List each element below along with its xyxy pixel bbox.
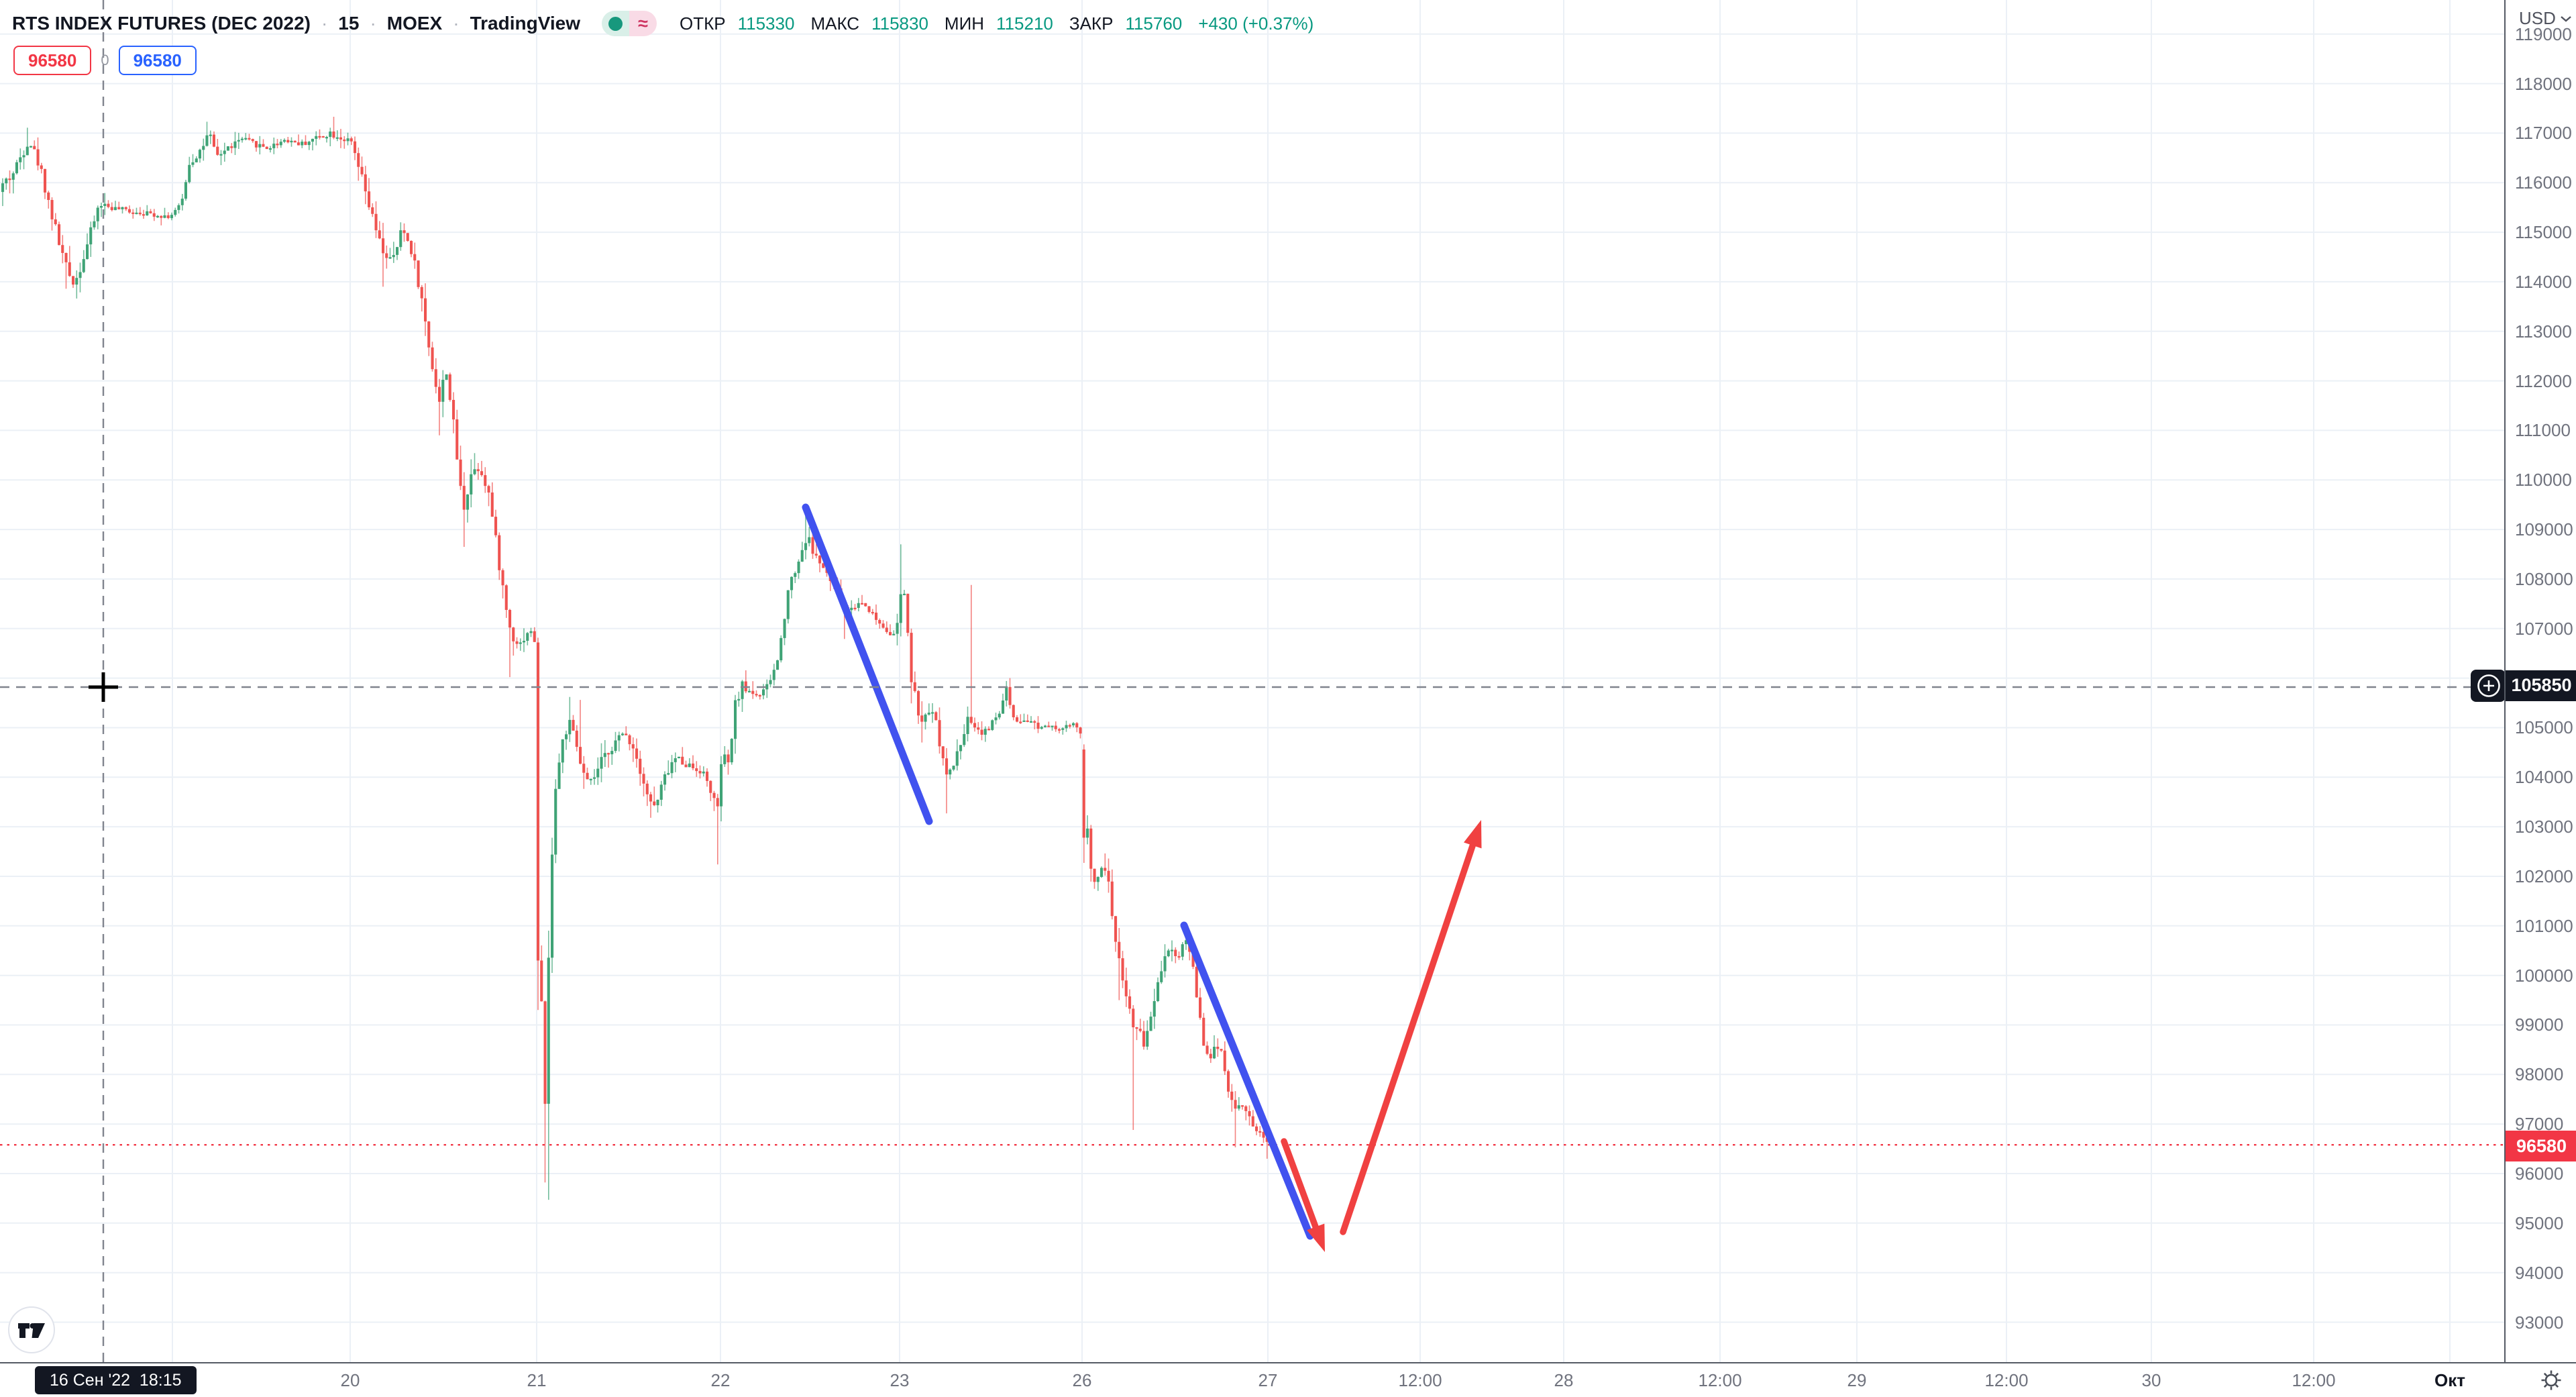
time-tick-label: Окт — [2434, 1370, 2465, 1390]
crosshair-time-label: 16 Сен '22 18:15 — [35, 1366, 197, 1394]
price-tick-label: 117000 — [2515, 123, 2572, 144]
price-tick-label: 119000 — [2515, 23, 2572, 44]
market-open-dot-icon[interactable] — [602, 11, 629, 36]
price-tags-row: 96580 0 96580 — [13, 46, 197, 75]
price-tick-label: 114000 — [2515, 271, 2572, 292]
crosshair-price-label: 105850 — [2506, 670, 2576, 701]
close-value: 115760 — [1125, 13, 1183, 34]
time-tick-label: 22 — [710, 1370, 731, 1390]
time-tick-label: 12:00 — [2292, 1370, 2336, 1390]
time-tick-label: 26 — [1072, 1370, 1092, 1390]
gear-icon[interactable] — [2538, 1367, 2564, 1393]
approx-data-icon[interactable]: ≈ — [629, 11, 657, 36]
market-status-pill[interactable]: ≈ — [602, 11, 657, 36]
price-tick-label: 111000 — [2515, 420, 2571, 441]
time-tick-label: 20 — [340, 1370, 360, 1390]
time-tick-label: 30 — [2141, 1370, 2161, 1390]
time-tick-label: 27 — [1258, 1370, 1278, 1390]
price-tick-label: 118000 — [2515, 73, 2572, 94]
price-tick-label: 103000 — [2515, 817, 2573, 837]
time-tick-label: 12:00 — [1984, 1370, 2029, 1390]
price-tick-label: 101000 — [2515, 915, 2573, 936]
price-tick-label: 104000 — [2515, 767, 2573, 788]
price-tick-label: 95000 — [2515, 1212, 2564, 1233]
timeframe-label[interactable]: 15 — [338, 13, 360, 34]
price-tick-label: 107000 — [2515, 618, 2573, 639]
price-tick-label: 105000 — [2515, 717, 2573, 738]
low-value: 115210 — [996, 13, 1053, 34]
low-label: МИН — [944, 13, 985, 34]
tradingview-logo[interactable] — [8, 1306, 55, 1353]
price-tick-label: 93000 — [2515, 1312, 2564, 1333]
open-value: 115330 — [737, 13, 795, 34]
price-tick-label: 102000 — [2515, 866, 2573, 886]
open-label: ОТКР — [680, 13, 726, 34]
time-tick-label: 21 — [527, 1370, 547, 1390]
price-tick-label: 94000 — [2515, 1262, 2564, 1283]
tradingview-logo-icon — [18, 1323, 45, 1338]
time-tick-label: 12:00 — [1398, 1370, 1442, 1390]
circle-plus-icon — [2477, 674, 2500, 697]
price-tick-label: 116000 — [2515, 172, 2572, 193]
chart-legend: RTS INDEX FUTURES (DEC 2022) · 15 · MOEX… — [12, 8, 1313, 39]
last-price-label: 96580 — [2506, 1131, 2576, 1162]
price-tick-label: 113000 — [2515, 321, 2572, 342]
price-tick-label: 99000 — [2515, 1015, 2564, 1035]
chart-area[interactable] — [0, 0, 2504, 1362]
price-tick-label: 109000 — [2515, 519, 2573, 540]
time-tick-label: 23 — [890, 1370, 910, 1390]
time-axis[interactable]: 1920212223262712:002812:002912:003012:00… — [0, 1362, 2576, 1397]
provider-label[interactable]: TradingView — [470, 13, 580, 34]
high-value: 115830 — [871, 13, 928, 34]
time-tick-label: 28 — [1554, 1370, 1574, 1390]
separator-dot: · — [321, 13, 328, 34]
price-tick-label: 98000 — [2515, 1064, 2564, 1085]
price-tick-label: 100000 — [2515, 965, 2573, 986]
price-axis[interactable]: USD 105850 96580 119000 118000 117000 11600… — [2504, 0, 2576, 1362]
sell-price-tag[interactable]: 96580 — [13, 46, 92, 75]
quantity-label: 0 — [101, 52, 109, 68]
buy-price-tag[interactable]: 96580 — [118, 46, 197, 75]
currency-label: USD — [2519, 8, 2556, 28]
time-tick-label: 12:00 — [1698, 1370, 1742, 1390]
change-value: +430 (+0.37%) — [1198, 13, 1314, 34]
time-tick-label: 29 — [1847, 1370, 1867, 1390]
price-tick-label: 110000 — [2515, 470, 2572, 490]
crosshair-target-tag — [2471, 669, 2504, 702]
separator-dot: · — [370, 13, 376, 34]
close-label: ЗАКР — [1069, 13, 1114, 34]
price-tick-label: 96000 — [2515, 1163, 2564, 1184]
chevron-down-icon — [2561, 15, 2571, 22]
candlestick-chart[interactable] — [0, 0, 2504, 1362]
exchange-label[interactable]: MOEX — [386, 13, 443, 34]
price-tick-label: 97000 — [2515, 1114, 2564, 1135]
currency-selector[interactable]: USD — [2519, 8, 2572, 29]
high-label: МАКС — [810, 13, 860, 34]
symbol-title[interactable]: RTS INDEX FUTURES (DEC 2022) — [12, 13, 311, 34]
price-tick-label: 108000 — [2515, 568, 2573, 589]
price-tick-label: 115000 — [2515, 222, 2572, 243]
separator-dot: · — [453, 13, 460, 34]
price-tick-label: 112000 — [2515, 370, 2572, 391]
